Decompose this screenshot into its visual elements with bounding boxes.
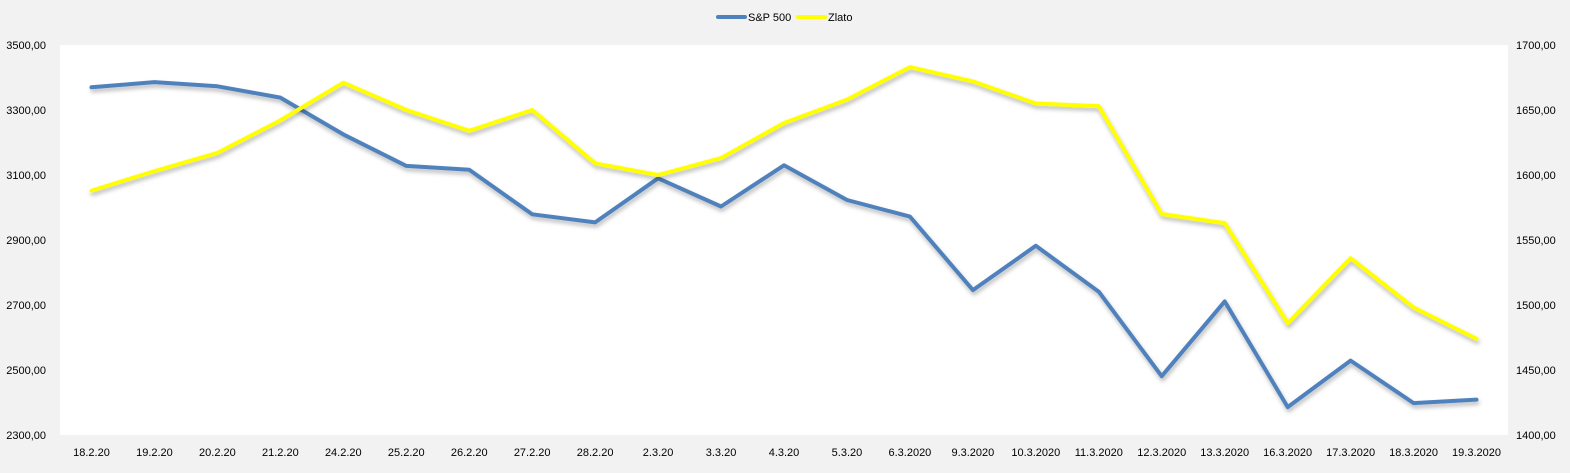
right-y-tick-label: 1650,00 — [1516, 105, 1556, 117]
x-tick-label: 4.3.20 — [769, 447, 800, 459]
left-y-tick-label: 3500,00 — [6, 40, 46, 52]
right-y-axis: 1400,00 1450,00 1500,00 1550,00 1600,00 1650,… — [1516, 40, 1556, 442]
x-tick-label: 21.2.20 — [262, 447, 299, 459]
right-y-tick-label: 1700,00 — [1516, 40, 1556, 52]
legend: S&P 500 Zlato — [718, 12, 852, 24]
left-y-tick-label: 2700,00 — [6, 300, 46, 312]
x-tick-label: 6.3.2020 — [888, 447, 931, 459]
x-tick-label: 25.2.20 — [388, 447, 425, 459]
x-tick-label: 19.2.20 — [136, 447, 173, 459]
left-y-tick-label: 3300,00 — [6, 105, 46, 117]
x-tick-label: 12.3.2020 — [1137, 447, 1186, 459]
x-tick-label: 10.3.2020 — [1011, 447, 1060, 459]
x-tick-label: 26.2.20 — [451, 447, 488, 459]
right-y-tick-label: 1500,00 — [1516, 300, 1556, 312]
x-tick-label: 18.2.20 — [73, 447, 110, 459]
x-axis: 18.2.20 19.2.20 20.2.20 21.2.20 24.2.20 25.2.… — [73, 447, 1501, 459]
x-tick-label: 20.2.20 — [199, 447, 236, 459]
legend-label: Zlato — [828, 12, 852, 24]
x-tick-label: 3.3.20 — [706, 447, 737, 459]
legend-label: S&P 500 — [748, 12, 791, 24]
x-tick-label: 9.3.2020 — [951, 447, 994, 459]
right-y-tick-label: 1550,00 — [1516, 235, 1556, 247]
right-y-tick-label: 1400,00 — [1516, 430, 1556, 442]
right-y-tick-label: 1600,00 — [1516, 170, 1556, 182]
x-tick-label: 28.2.20 — [577, 447, 614, 459]
left-y-tick-label: 2900,00 — [6, 235, 46, 247]
left-y-axis: 2300,00 2500,00 2700,00 2900,00 3100,00 3300,… — [6, 40, 46, 442]
x-tick-label: 27.2.20 — [514, 447, 551, 459]
x-tick-label: 24.2.20 — [325, 447, 362, 459]
x-tick-label: 13.3.2020 — [1200, 447, 1249, 459]
left-y-tick-label: 2500,00 — [6, 365, 46, 377]
x-tick-label: 11.3.2020 — [1075, 447, 1123, 459]
right-y-tick-label: 1450,00 — [1516, 365, 1556, 377]
x-tick-label: 19.3.2020 — [1452, 447, 1501, 459]
x-tick-label: 2.3.20 — [643, 447, 674, 459]
left-y-tick-label: 3100,00 — [6, 170, 46, 182]
x-tick-label: 18.3.2020 — [1389, 447, 1438, 459]
x-tick-label: 16.3.2020 — [1263, 447, 1312, 459]
x-tick-label: 5.3.20 — [832, 447, 863, 459]
plot-area — [60, 45, 1508, 435]
left-y-tick-label: 2300,00 — [6, 430, 46, 442]
x-tick-label: 17.3.2020 — [1326, 447, 1375, 459]
